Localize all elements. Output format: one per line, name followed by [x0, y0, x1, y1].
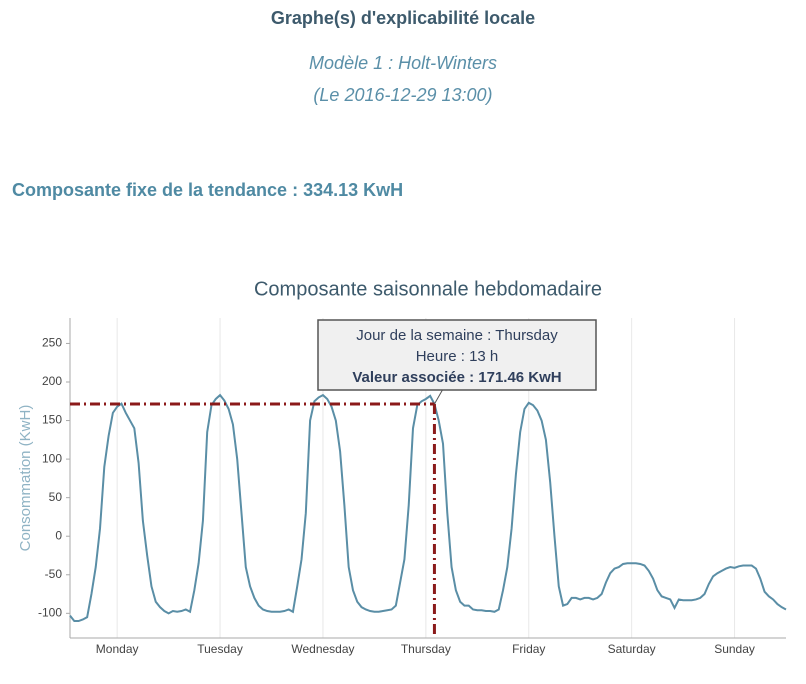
x-tick-label: Friday: [512, 642, 545, 656]
y-tick-label: 50: [49, 490, 63, 504]
page-title: Graphe(s) d'explicabilité locale: [270, 8, 536, 28]
y-axis-title: Consommation (KwH): [17, 405, 34, 552]
y-tick-label: 150: [42, 413, 62, 427]
tooltip-line: Jour de la semaine : Thursday: [356, 327, 558, 344]
y-tick-label: 0: [55, 528, 62, 542]
date: (Le 2016-12-29 13:00): [313, 85, 493, 105]
chart-title: Composante saisonnale hebdomadaire: [254, 278, 602, 300]
y-tick-label: 200: [42, 374, 62, 388]
x-tick-label: Monday: [96, 642, 139, 656]
model-name: Modèle 1 : Holt-Winters: [309, 53, 497, 73]
tooltip-line: Heure : 13 h: [416, 348, 499, 365]
tooltip: [317, 319, 597, 391]
x-tick-label: Wednesday: [291, 642, 354, 656]
x-tick-label: Tuesday: [197, 642, 243, 656]
tooltip-line: Valeur associée : 171.46 KwH: [352, 369, 561, 386]
y-tick-label: 100: [42, 451, 62, 465]
series-line: [69, 393, 787, 623]
tooltip-pointer: [433, 389, 443, 405]
trend: Composante fixe de la tendance : 334.13 …: [12, 180, 404, 200]
y-tick-label: -100: [38, 605, 62, 619]
y-tick-label: 250: [42, 336, 62, 350]
x-tick-label: Saturday: [608, 642, 656, 656]
x-tick-label: Thursday: [401, 642, 451, 656]
y-tick-label: -50: [45, 567, 63, 581]
x-tick-label: Sunday: [714, 642, 755, 656]
